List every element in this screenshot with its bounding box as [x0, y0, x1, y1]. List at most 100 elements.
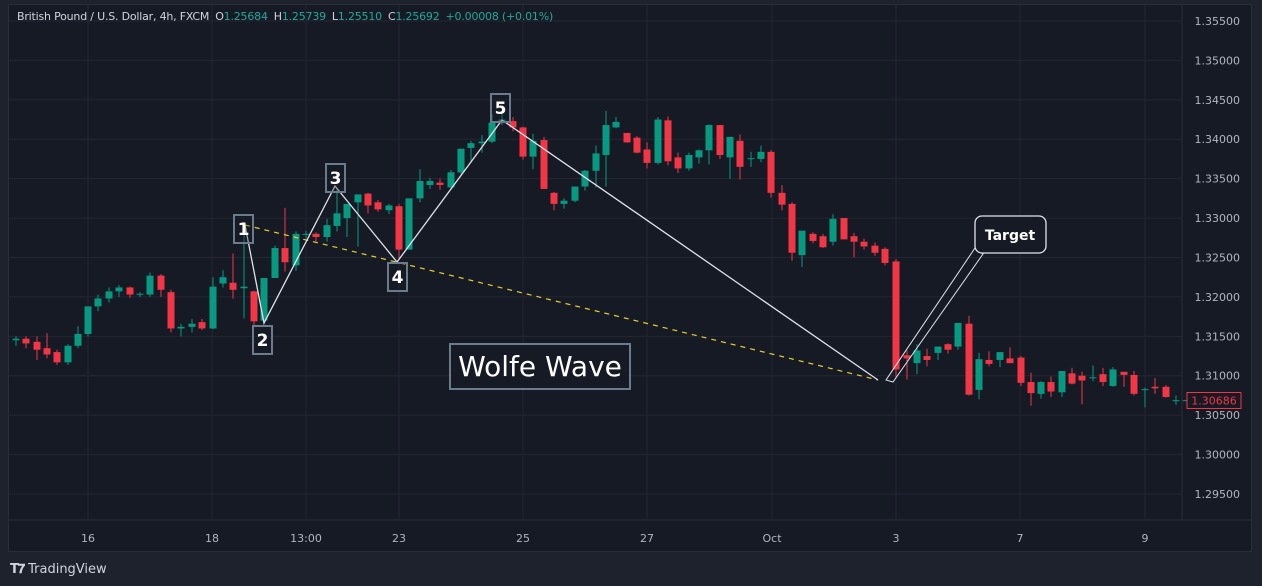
candle-body	[1172, 400, 1180, 402]
candle	[778, 184, 786, 211]
candle	[571, 186, 579, 203]
candle	[157, 274, 165, 297]
candle	[1037, 381, 1045, 399]
wolfe-wave-drawing[interactable]: Target 1 2 3 4 5 Wolfe Wave	[233, 93, 1047, 390]
wave-point-label: 2	[257, 331, 269, 351]
candle-body	[934, 346, 942, 353]
price-tick-label: 1.32000	[1195, 291, 1241, 304]
candle-body	[944, 344, 952, 350]
candle	[881, 247, 889, 266]
candle	[913, 344, 921, 375]
wave-point-3[interactable]: 3	[325, 163, 346, 193]
candle	[705, 124, 713, 165]
candle	[364, 192, 372, 214]
wave-point-label: 3	[330, 169, 342, 189]
candle-body	[343, 203, 351, 219]
wolfe-wave-title-box	[449, 343, 631, 390]
candle-body	[674, 157, 682, 169]
candle	[529, 133, 537, 170]
candle	[405, 198, 413, 250]
time-tick-label: 25	[516, 532, 530, 545]
price-axis[interactable]: 1.35500 1.35000 1.34500 1.34000 1.33500 1.330…	[1186, 15, 1242, 501]
candle	[219, 270, 227, 288]
candle-body	[1141, 389, 1149, 391]
candle-body	[33, 341, 41, 350]
candle-body	[405, 198, 413, 250]
candle-body	[64, 345, 72, 363]
candle	[1141, 387, 1149, 408]
candle-body	[996, 352, 1004, 360]
candle-body	[177, 326, 185, 329]
candle-body	[819, 236, 827, 248]
change-value: +0.00008 (+0.01%)	[445, 10, 554, 23]
candles	[12, 110, 1190, 408]
candle-body	[457, 148, 465, 173]
wave-point-4[interactable]: 4	[387, 262, 408, 292]
candle-body	[1068, 373, 1076, 384]
wave-path-line	[244, 119, 879, 381]
candle-body	[798, 230, 806, 256]
candle	[467, 140, 475, 163]
footer-branding[interactable]: T𝟕 TradingView	[10, 562, 107, 577]
wave-point-1[interactable]: 1	[233, 214, 254, 244]
time-tick-label: 3	[893, 532, 900, 545]
candle	[975, 352, 983, 400]
candle	[74, 326, 82, 349]
candle	[860, 238, 868, 250]
target-callout-box	[974, 215, 1047, 254]
candle	[43, 333, 51, 359]
low-label: L	[331, 10, 338, 23]
price-tick-label: 1.35000	[1195, 54, 1241, 67]
wave-point-5[interactable]: 5	[490, 93, 511, 123]
chart-frame	[8, 4, 1252, 552]
high-value: 1.25739	[281, 10, 326, 23]
candle-body	[292, 233, 300, 266]
candle-body	[1089, 377, 1097, 379]
candle	[136, 292, 144, 297]
candle-body	[105, 291, 113, 299]
time-tick-label: 7	[1017, 532, 1024, 545]
price-tick-label: 1.29500	[1195, 488, 1241, 501]
candle-body	[840, 218, 848, 240]
wave-point-box	[325, 163, 346, 193]
price-tick-label: 1.31000	[1195, 370, 1241, 383]
candle	[1109, 367, 1117, 387]
candle-body	[74, 333, 82, 346]
candle-body	[695, 150, 703, 158]
candle-body	[312, 233, 320, 237]
grid-lines	[9, 5, 1251, 521]
wave-point-box	[490, 93, 511, 123]
candle-body	[43, 348, 51, 355]
low-value: 1.25510	[337, 10, 382, 23]
candle-body	[1130, 374, 1138, 394]
candle	[1006, 347, 1014, 364]
candle-body	[364, 193, 372, 206]
time-axis[interactable]: 16 18 13:00 23 25 27 Oct 3 7 9	[81, 532, 1149, 545]
candle	[1089, 365, 1097, 382]
candle-body	[488, 122, 496, 142]
candle-body	[281, 248, 289, 263]
candle-body	[1162, 386, 1170, 398]
candle	[602, 110, 610, 187]
price-tick-label: 1.35500	[1195, 15, 1241, 28]
candle-body	[136, 293, 144, 295]
candle	[1017, 356, 1025, 386]
candle-body	[850, 236, 858, 242]
wave-point-box	[233, 214, 254, 244]
candle-body	[126, 287, 134, 295]
candle-body	[188, 323, 196, 327]
time-tick-label: 27	[640, 532, 654, 545]
candle-body	[1058, 371, 1066, 393]
candle-body	[260, 277, 268, 321]
candle	[819, 233, 827, 249]
candle	[923, 348, 931, 367]
candle	[757, 145, 765, 163]
candle	[767, 150, 775, 198]
candle-body	[209, 286, 217, 329]
wave-point-2[interactable]: 2	[252, 325, 273, 355]
candle-body	[467, 143, 475, 148]
candle-body	[250, 291, 258, 322]
candle	[333, 188, 341, 232]
candle	[53, 349, 61, 365]
